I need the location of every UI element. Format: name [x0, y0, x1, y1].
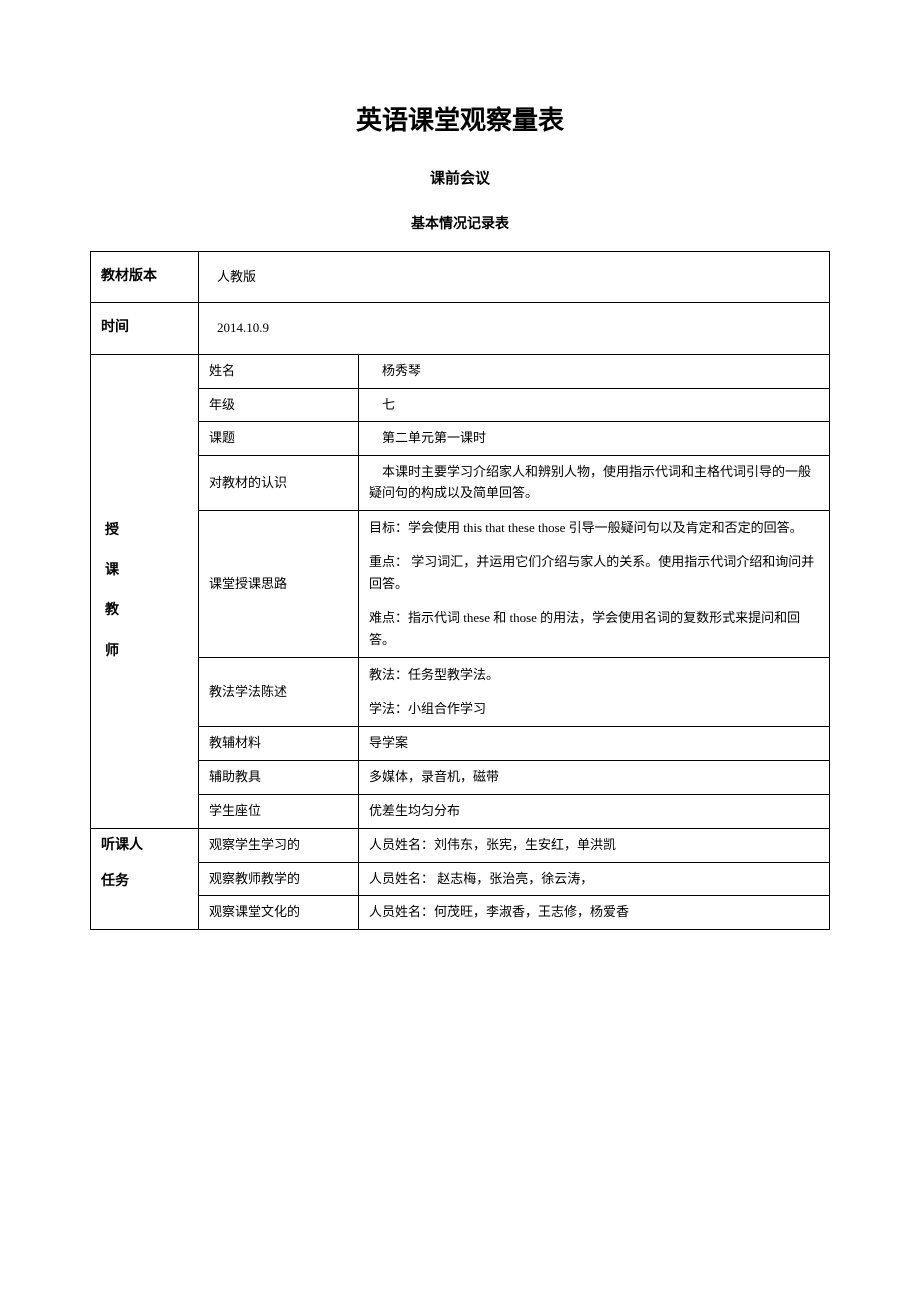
label-teaching-idea: 课堂授课思路: [199, 510, 359, 657]
label-observer-block: 听课人 任务: [91, 828, 199, 929]
value-observer-student: 人员姓名：刘伟东，张宪，生安红，单洪凯: [359, 828, 830, 862]
label-seating: 学生座位: [199, 795, 359, 829]
table-row-aux-tools: 辅助教具 多媒体，录音机，磁带: [91, 761, 830, 795]
page-subtitle: 课前会议: [90, 167, 830, 188]
label-observer-teacher: 观察教师教学的: [199, 862, 359, 896]
value-name: 杨秀琴: [359, 354, 830, 388]
table-row-teaching-idea: 课堂授课思路 目标：学会使用 this that these those 引导一…: [91, 510, 830, 657]
table-row-method: 教法学法陈述 教法：任务型教学法。 学法：小组合作学习: [91, 658, 830, 727]
label-grade: 年级: [199, 388, 359, 422]
value-observer-teacher: 人员姓名： 赵志梅，张治亮，徐云涛，: [359, 862, 830, 896]
record-table: 教材版本 人教版 时间 2014.10.9 授 课 教 师 姓名 杨秀琴 年级 …: [90, 251, 830, 930]
table-row-date: 时间 2014.10.9: [91, 303, 830, 354]
label-teacher-block: 授 课 教 师: [91, 354, 199, 828]
value-grade: 七: [359, 388, 830, 422]
value-teaching-idea: 目标：学会使用 this that these those 引导一般疑问句以及肯…: [359, 510, 830, 657]
label-topic: 课题: [199, 422, 359, 456]
label-textbook: 教材版本: [91, 252, 199, 303]
label-method: 教法学法陈述: [199, 658, 359, 727]
value-material-understanding: 本课时主要学习介绍家人和辨别人物，使用指示代词和主格代词引导的一般疑问句的构成以…: [359, 456, 830, 511]
label-observer-student: 观察学生学习的: [199, 828, 359, 862]
label-observer-culture: 观察课堂文化的: [199, 896, 359, 930]
table-row-observer-student: 听课人 任务 观察学生学习的 人员姓名：刘伟东，张宪，生安红，单洪凯: [91, 828, 830, 862]
label-material-understanding: 对教材的认识: [199, 456, 359, 511]
table-row-topic: 课题 第二单元第一课时: [91, 422, 830, 456]
value-aux-material: 导学案: [359, 727, 830, 761]
section-title: 基本情况记录表: [90, 213, 830, 233]
label-date: 时间: [91, 303, 199, 354]
table-row-observer-teacher: 观察教师教学的 人员姓名： 赵志梅，张治亮，徐云涛，: [91, 862, 830, 896]
value-topic: 第二单元第一课时: [359, 422, 830, 456]
table-row-observer-culture: 观察课堂文化的 人员姓名：何茂旺，李淑香，王志修，杨爱香: [91, 896, 830, 930]
value-method: 教法：任务型教学法。 学法：小组合作学习: [359, 658, 830, 727]
table-row-seating: 学生座位 优差生均匀分布: [91, 795, 830, 829]
label-aux-material: 教辅材料: [199, 727, 359, 761]
table-row-aux-material: 教辅材料 导学案: [91, 727, 830, 761]
label-name: 姓名: [199, 354, 359, 388]
value-aux-tools: 多媒体，录音机，磁带: [359, 761, 830, 795]
page-title: 英语课堂观察量表: [90, 100, 830, 137]
value-observer-culture: 人员姓名：何茂旺，李淑香，王志修，杨爱香: [359, 896, 830, 930]
value-seating: 优差生均匀分布: [359, 795, 830, 829]
table-row-grade: 年级 七: [91, 388, 830, 422]
value-date: 2014.10.9: [199, 303, 830, 354]
table-row-textbook: 教材版本 人教版: [91, 252, 830, 303]
value-textbook: 人教版: [199, 252, 830, 303]
table-row-name: 授 课 教 师 姓名 杨秀琴: [91, 354, 830, 388]
table-row-material-understanding: 对教材的认识 本课时主要学习介绍家人和辨别人物，使用指示代词和主格代词引导的一般…: [91, 456, 830, 511]
label-aux-tools: 辅助教具: [199, 761, 359, 795]
